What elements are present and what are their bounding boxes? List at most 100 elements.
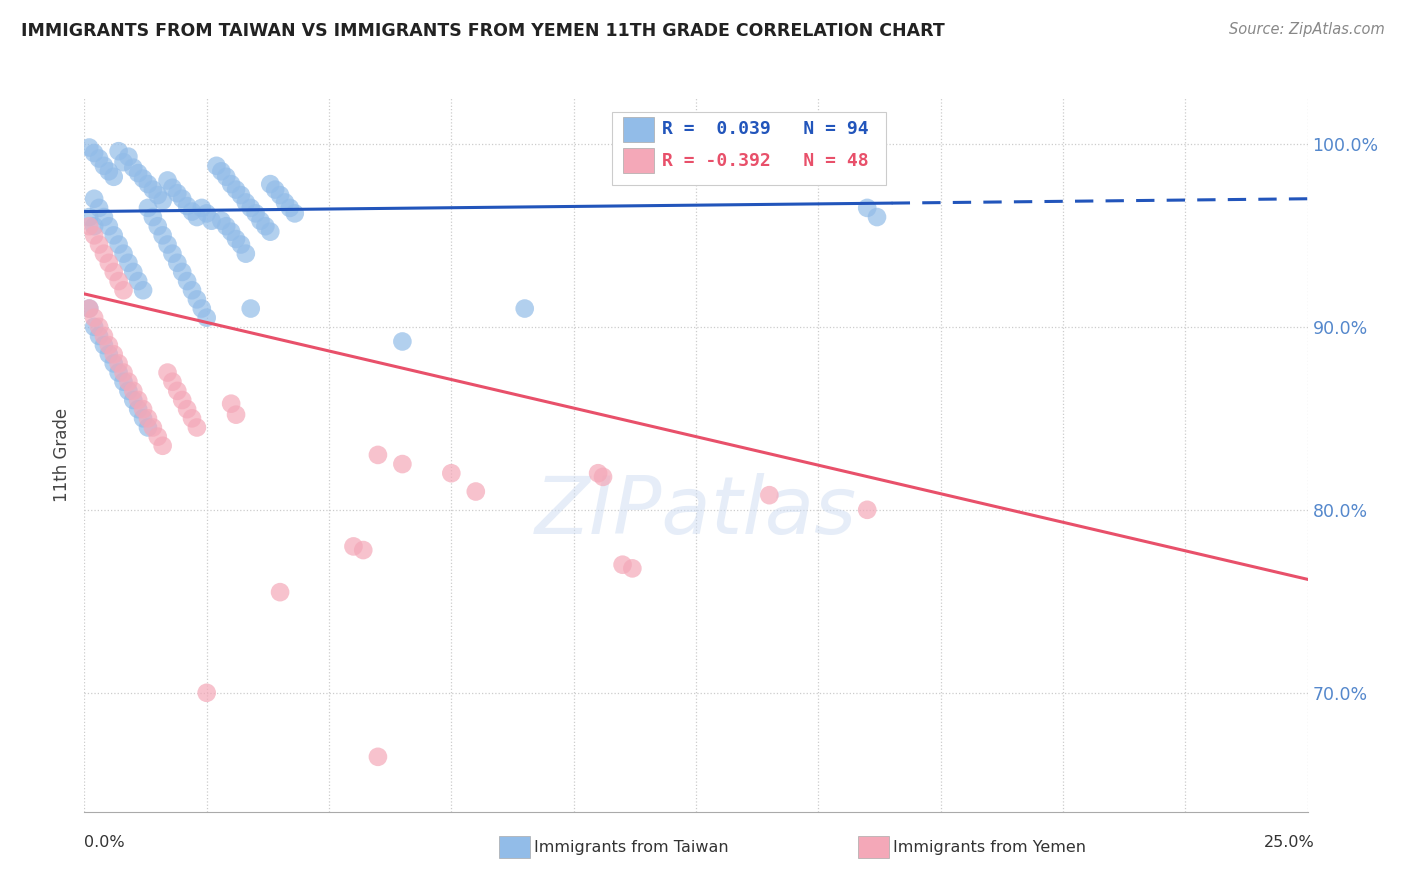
Point	[117, 150, 139, 164]
Point	[186, 420, 208, 434]
Point	[142, 420, 165, 434]
Point	[191, 201, 214, 215]
Point	[136, 411, 159, 425]
Point	[367, 448, 389, 462]
Point	[205, 159, 228, 173]
Point	[107, 237, 129, 252]
Point	[117, 256, 139, 270]
Point	[127, 402, 149, 417]
Point	[219, 225, 242, 239]
Point	[132, 402, 155, 417]
Point	[274, 195, 297, 210]
Point	[586, 467, 609, 481]
Point	[107, 144, 129, 158]
Point	[93, 210, 115, 224]
Point	[127, 392, 149, 407]
Point	[132, 411, 155, 425]
Text: Immigrants from Yemen: Immigrants from Yemen	[893, 840, 1085, 855]
Point	[112, 375, 135, 389]
Point	[127, 166, 149, 180]
Point	[142, 183, 165, 197]
Point	[225, 408, 247, 422]
Point	[225, 232, 247, 246]
Point	[107, 274, 129, 288]
Y-axis label: 11th Grade: 11th Grade	[53, 408, 72, 502]
Point	[83, 192, 105, 206]
Text: Immigrants from Taiwan: Immigrants from Taiwan	[534, 840, 728, 855]
Point	[195, 310, 218, 325]
Point	[172, 192, 194, 206]
Point	[112, 155, 135, 169]
Point	[117, 375, 139, 389]
Point	[132, 283, 155, 297]
Point	[284, 206, 307, 220]
Point	[264, 183, 287, 197]
Point	[856, 201, 879, 215]
Point	[156, 173, 179, 187]
Point	[166, 384, 188, 398]
Point	[127, 274, 149, 288]
Point	[176, 274, 198, 288]
Point	[136, 177, 159, 191]
Point	[103, 356, 125, 370]
Point	[200, 213, 222, 227]
Point	[83, 146, 105, 161]
Point	[122, 392, 145, 407]
Point	[146, 219, 169, 234]
Point	[112, 246, 135, 260]
Point	[176, 199, 198, 213]
Point	[229, 237, 252, 252]
Point	[122, 384, 145, 398]
Point	[195, 686, 218, 700]
Point	[352, 543, 374, 558]
Text: IMMIGRANTS FROM TAIWAN VS IMMIGRANTS FROM YEMEN 11TH GRADE CORRELATION CHART: IMMIGRANTS FROM TAIWAN VS IMMIGRANTS FRO…	[21, 22, 945, 40]
Point	[391, 457, 413, 471]
Point	[87, 329, 110, 343]
Point	[93, 159, 115, 173]
Point	[152, 439, 174, 453]
Point	[152, 228, 174, 243]
Point	[181, 283, 204, 297]
Point	[87, 201, 110, 215]
Point	[87, 152, 110, 166]
Point	[181, 204, 204, 219]
Point	[93, 329, 115, 343]
Point	[391, 334, 413, 349]
Point	[225, 183, 247, 197]
Point	[107, 356, 129, 370]
Point	[156, 366, 179, 380]
Point	[97, 164, 120, 178]
Point	[103, 169, 125, 184]
Point	[235, 246, 257, 260]
Point	[592, 470, 614, 484]
Point	[209, 213, 232, 227]
Point	[195, 206, 218, 220]
Point	[97, 219, 120, 234]
Point	[866, 210, 889, 224]
Point	[152, 194, 174, 208]
Point	[269, 585, 291, 599]
Point	[856, 503, 879, 517]
Point	[235, 195, 257, 210]
Text: R =  0.039   N = 94: R = 0.039 N = 94	[662, 120, 869, 138]
Text: 0.0%: 0.0%	[84, 836, 125, 850]
Point	[77, 219, 100, 234]
Point	[112, 283, 135, 297]
Point	[440, 467, 463, 481]
Point	[172, 392, 194, 407]
Point	[162, 375, 184, 389]
Point	[166, 186, 188, 201]
Point	[219, 397, 242, 411]
Point	[77, 210, 100, 224]
Point	[136, 420, 159, 434]
Point	[146, 429, 169, 443]
Point	[83, 310, 105, 325]
Point	[103, 347, 125, 361]
Point	[97, 338, 120, 352]
Point	[239, 201, 262, 215]
Point	[93, 338, 115, 352]
Point	[122, 265, 145, 279]
Point	[269, 188, 291, 202]
Point	[513, 301, 536, 316]
Point	[77, 301, 100, 316]
